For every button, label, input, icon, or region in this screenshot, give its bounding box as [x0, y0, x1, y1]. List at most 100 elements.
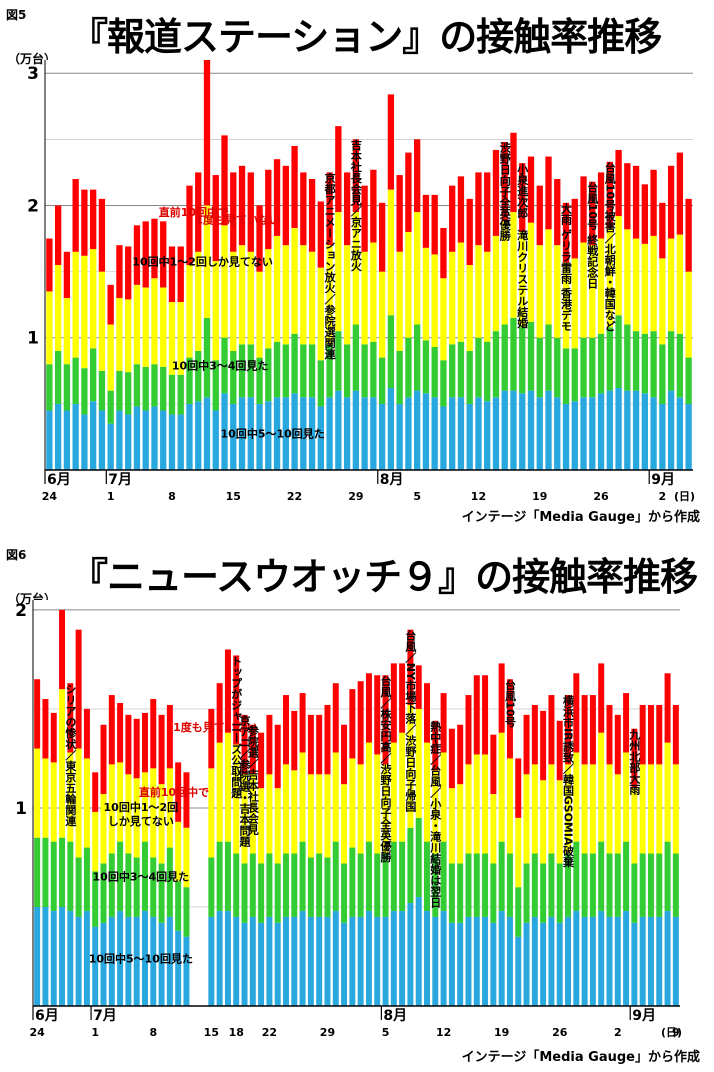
bar-segment	[54, 403, 62, 470]
bar-segment	[317, 267, 324, 361]
bar-segment	[208, 857, 215, 917]
bar-segment	[352, 139, 360, 213]
plot-area	[33, 600, 680, 1006]
bar-segment	[98, 410, 106, 470]
bar-segment	[266, 916, 273, 1006]
bar-segment	[258, 732, 265, 789]
event-annotation: 熱中症／台風／小泉・滝川結婚は翌日	[429, 719, 443, 908]
bar-segment	[382, 675, 389, 765]
bar-segment	[133, 225, 141, 285]
bar-segment	[247, 172, 254, 252]
bar-segment	[361, 344, 368, 398]
bar-segment	[63, 251, 71, 299]
bar-segment	[265, 401, 272, 470]
bar-segment	[510, 317, 517, 391]
event-annotation: 京アニ／参院選・吉本問題	[238, 714, 251, 848]
month-label: 7月	[93, 1008, 117, 1024]
bar-segment	[100, 922, 107, 1006]
bar-segment	[589, 245, 596, 338]
bar-segment	[332, 683, 339, 753]
bar-segment	[475, 337, 482, 398]
bar-segment	[300, 397, 307, 470]
band-label: 10回中1～2回	[104, 800, 179, 814]
bar-segment	[265, 249, 272, 349]
bar-segment	[230, 403, 237, 470]
bar-segment	[203, 205, 211, 318]
bar-segment	[440, 227, 447, 279]
bar-segment	[63, 298, 71, 365]
bar-segment	[273, 159, 281, 236]
event-annotation: トップがジャニーズ公取問題	[230, 655, 243, 799]
bar-segment	[247, 397, 254, 470]
bar-segment	[589, 764, 596, 854]
bar-segment	[565, 695, 572, 765]
bar-segment	[349, 689, 356, 759]
bar-segment	[457, 724, 464, 785]
bar-segment	[396, 175, 403, 252]
bar-segment	[580, 176, 587, 243]
bar-segment	[685, 198, 692, 272]
bar-segment	[498, 663, 505, 733]
bar-segment	[224, 841, 231, 911]
event-annotation: 京都アニメーション放火／参院選関連	[323, 171, 337, 360]
bar-segment	[125, 414, 132, 470]
bar-segment	[203, 60, 211, 206]
bar-segment	[212, 175, 219, 262]
bar-segment	[672, 704, 679, 765]
bar-segment	[183, 827, 190, 888]
bar-segment	[632, 331, 640, 391]
bar-segment	[341, 724, 348, 785]
bar-segment	[531, 764, 538, 854]
bar-segment	[614, 853, 621, 917]
bar-segment	[283, 764, 289, 854]
bar-segment	[352, 324, 360, 391]
bar-segment	[475, 245, 482, 338]
bar-segment	[370, 242, 377, 342]
bar-segment	[175, 930, 182, 1006]
bar-segment	[484, 341, 491, 402]
bar-segment	[631, 788, 638, 864]
bar-segment	[390, 742, 397, 842]
bar-segment	[150, 699, 157, 769]
bar-segment	[667, 390, 675, 470]
bar-segment	[175, 762, 182, 822]
x-tick-label: 1	[91, 1026, 99, 1039]
month-label: 9月	[632, 1008, 656, 1024]
bar-segment	[34, 837, 41, 907]
x-tick-label: 22	[262, 1026, 277, 1039]
bar-segment	[632, 238, 640, 332]
bar-segment	[548, 916, 555, 1006]
bar-segment	[282, 245, 289, 345]
event-annotation: 吉本社長会見／京アニ放火	[349, 138, 363, 272]
bar-segment	[659, 403, 666, 470]
bar-segment	[224, 910, 231, 1006]
bar-segment	[589, 853, 596, 917]
bar-segment	[216, 683, 223, 743]
bar-segment	[273, 397, 281, 470]
bar-segment	[597, 333, 605, 394]
bar-segment	[90, 189, 97, 250]
bar-segment	[676, 333, 684, 398]
bar-segment	[639, 704, 646, 765]
bar-segment	[160, 221, 167, 288]
bar-segment	[531, 704, 538, 765]
bar-segment	[424, 742, 430, 842]
figure-6: 図6 『ニュースウオッチ９』の接触率推移 （万台） 1 2 6月 7月 8月 9月 24 1 8…	[0, 540, 714, 1072]
bar-segment	[224, 649, 231, 733]
event-annotation: 台風10号 終戦記念日	[586, 180, 600, 289]
bar-segment	[357, 853, 364, 917]
bar-segment	[256, 271, 263, 358]
bar-segment	[498, 841, 505, 911]
bar-segment	[282, 165, 289, 246]
bar-segment	[519, 163, 526, 232]
bar-segment	[580, 337, 587, 398]
bar-segment	[664, 673, 671, 743]
bar-segment	[656, 704, 663, 765]
bar-segment	[125, 916, 132, 1006]
bar-segment	[466, 198, 473, 265]
bar-segment	[378, 271, 386, 358]
bar-segment	[151, 278, 158, 365]
bar-segment	[208, 916, 215, 1006]
x-tick-label: 15	[204, 1026, 219, 1039]
